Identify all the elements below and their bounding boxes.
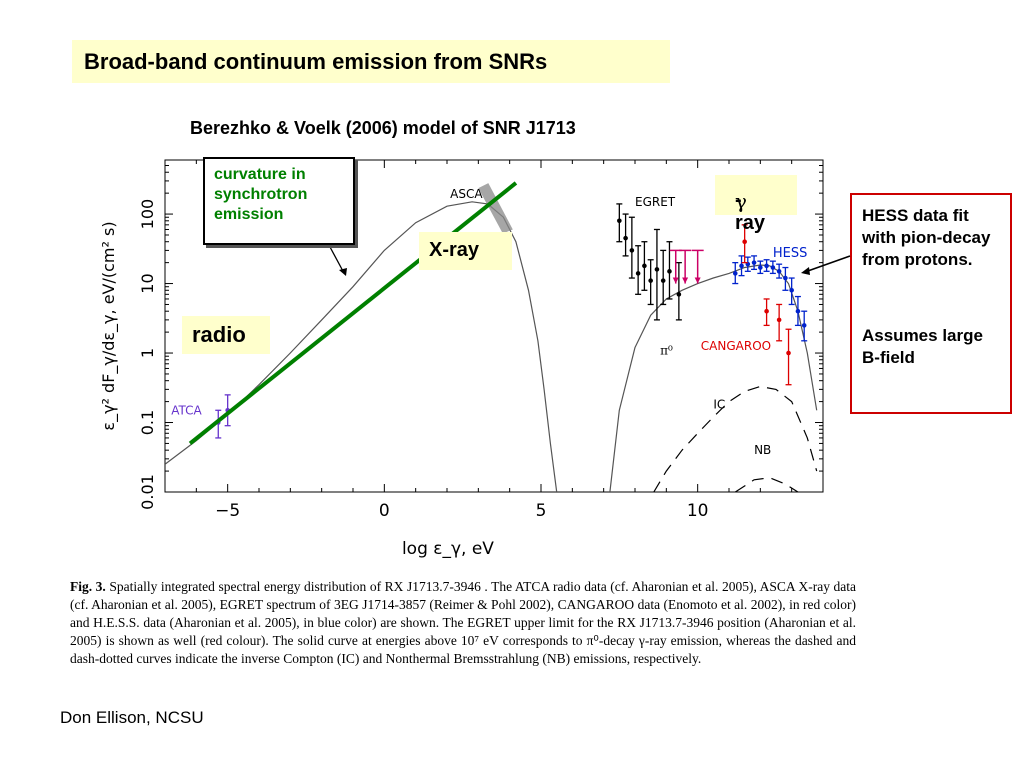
data-point [801,323,807,328]
curve-synchrotron [165,201,558,492]
data-point [648,278,653,283]
curve-pi0 [609,264,818,492]
y-axis-label: ε_γ² dF_γ/dε_γ, eV/(cm² s) [100,221,119,430]
gamma-symbol: γ [735,189,747,213]
data-point [751,260,757,265]
hess-note-box: HESS data fit with pion-decay from proto… [850,193,1012,414]
data-point [776,317,782,323]
curvature-annotation: curvature in synchrotron emission [203,157,355,245]
dataset-label: EGRET [635,195,676,209]
caption-label: Fig. 3. [70,579,106,594]
data-point [783,275,788,281]
data-point [742,239,747,245]
hess-note-line2: Assumes large B-field [862,326,983,367]
data-point [676,292,682,297]
y-tick-label: 100 [138,199,157,230]
gamma-ray-label-box: γ -ray [715,175,797,234]
y-tick-label: 1 [138,348,157,358]
data-point [795,308,801,314]
xray-label-box: X-ray [419,232,512,270]
radio-label: radio [192,322,246,347]
x-tick-label: −5 [215,501,240,521]
data-point [629,248,635,253]
curve-nb [734,477,799,492]
curvature-pointer-line [329,246,345,274]
data-point [764,308,769,314]
curvature-pointer-head [339,268,347,276]
data-point [764,263,769,269]
y-tick-label: 10 [138,273,157,293]
data-point [623,235,628,241]
dataset-label: CANGAROO [701,339,771,353]
data-point [660,278,666,283]
data-point [667,269,672,274]
data-point [617,218,622,224]
x-axis-label: log ε_γ, eV [402,539,494,559]
hess-note-line1: HESS data fit with pion-decay from proto… [862,206,991,269]
dataset-label: ASCA [450,187,483,201]
xray-label: X-ray [429,239,480,261]
x-tick-label: 10 [687,501,709,521]
curvature-annotation-text: curvature in synchrotron emission [214,166,308,223]
plot-frame [164,159,824,493]
y-tick-label: 0.1 [138,410,157,435]
x-tick-label: 0 [379,501,390,521]
asca-band [478,183,513,234]
upper-limit-arrow [682,277,689,284]
data-point [770,265,776,270]
data-point [776,269,782,274]
sed-chart: −5 0 5 10 0.01 0.1 1 10 100 log ε_γ, eV ε_γ² dF_γ/… [100,159,824,559]
data-point [635,271,641,276]
y-tick-label: 0.01 [138,474,157,510]
radio-label-box: radio [182,316,270,354]
curve-label-pi0: π⁰ [660,344,673,358]
upper-limit-arrow [694,277,701,284]
curve-label-ic: IC [713,397,725,411]
x-tick-label: 5 [536,501,547,521]
data-point [642,263,647,269]
data-point [732,271,738,276]
data-point [739,263,744,269]
fit-line [188,181,518,445]
data-point [654,267,660,272]
gamma-suffix: -ray [735,189,766,234]
upper-limit-arrow [672,277,679,284]
curve-label-nb: NB [754,443,771,457]
dataset-label: ATCA [171,404,202,418]
dataset-label: HESS [773,246,808,261]
data-point [758,265,763,270]
slide-title: Broad-band continuum emission from SNRs [84,49,548,74]
data-point [786,350,791,356]
figure-caption: Fig. 3. Spatially integrated spectral en… [70,578,856,668]
hess-pointer-arrow [801,255,851,275]
footer-author: Don Ellison, NCSU [60,708,204,727]
chart-title: Berezhko & Voelk (2006) model of SNR J17… [190,118,576,138]
curve-ic [653,385,818,492]
data-point [789,287,794,293]
caption-text: Spatially integrated spectral energy dis… [70,579,856,666]
slide-title-box: Broad-band continuum emission from SNRs [72,40,670,83]
